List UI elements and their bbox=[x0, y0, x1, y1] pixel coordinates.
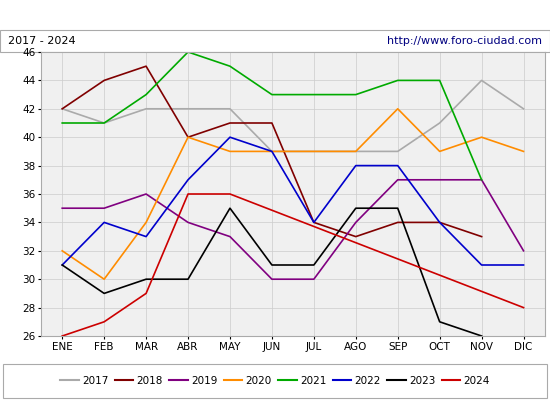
Text: http://www.foro-ciudad.com: http://www.foro-ciudad.com bbox=[387, 36, 542, 46]
Text: 2017 - 2024: 2017 - 2024 bbox=[8, 36, 76, 46]
Legend: 2017, 2018, 2019, 2020, 2021, 2022, 2023, 2024: 2017, 2018, 2019, 2020, 2021, 2022, 2023… bbox=[56, 372, 494, 390]
Text: Evolucion del paro registrado en Canet lo Roig: Evolucion del paro registrado en Canet l… bbox=[105, 8, 445, 22]
